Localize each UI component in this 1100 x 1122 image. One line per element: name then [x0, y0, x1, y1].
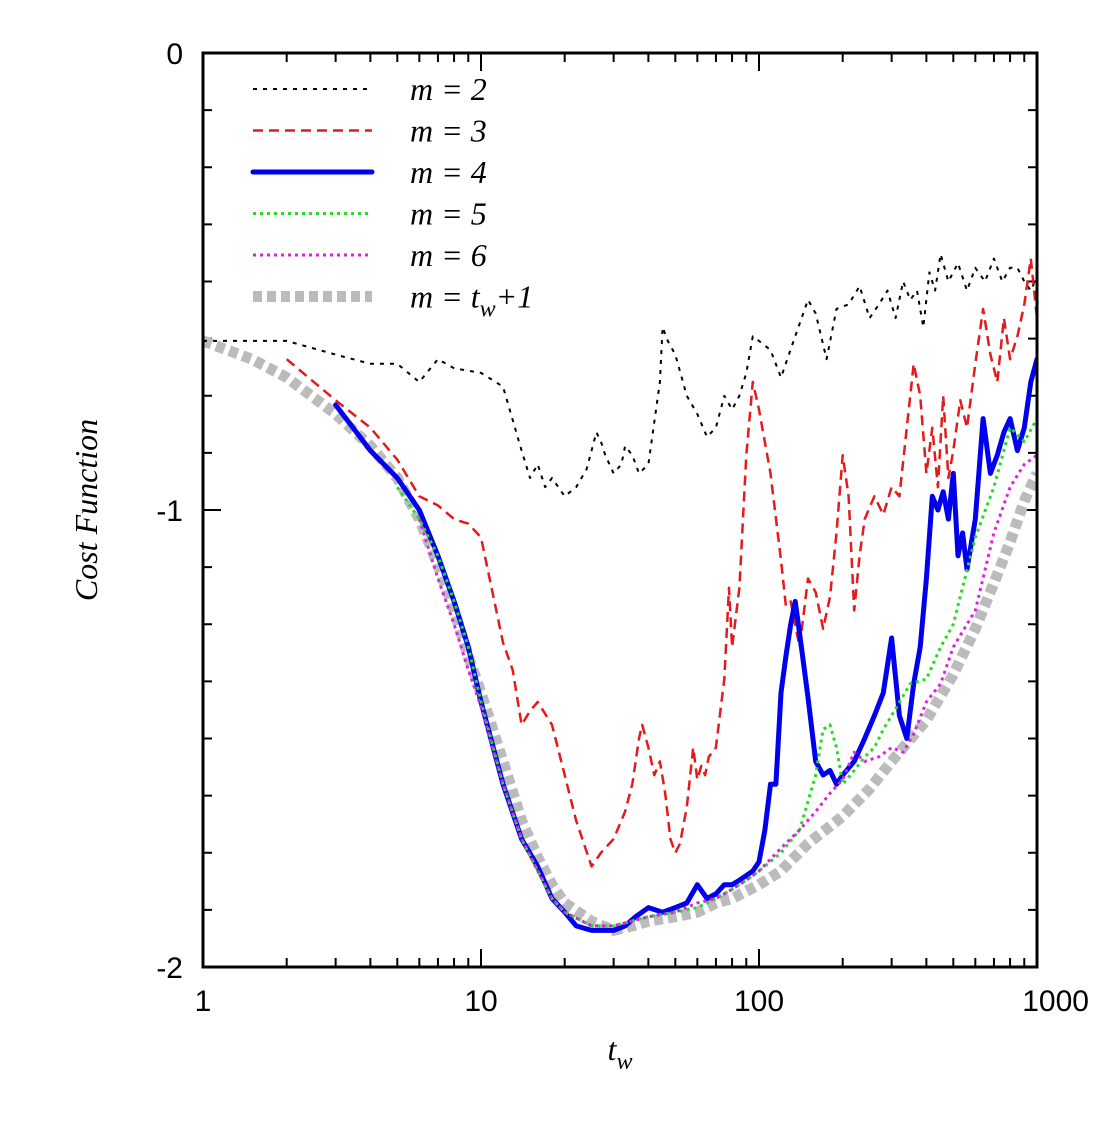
legend-label-main: m = 3: [410, 113, 487, 149]
x-tick-label: 100: [734, 985, 784, 1018]
x-axis-title: tw: [608, 1031, 633, 1075]
y-tick-label: 0: [166, 38, 183, 71]
plot-background: [203, 53, 1037, 967]
legend-label-2: m = 3: [410, 113, 487, 149]
series-line-2: [285, 257, 1037, 868]
legend-label-main: m = 4: [410, 154, 487, 190]
x-tick-label: 10: [464, 985, 497, 1018]
legend-label-5: m = 6: [410, 237, 487, 273]
tick-labels: 1 10 100 1000 0 -1 -2: [156, 38, 1089, 1018]
y-tick-label: -2: [156, 952, 183, 985]
legend-label-subscript: w: [480, 297, 496, 323]
legend-label-main: m = 6: [410, 237, 487, 273]
x-axis-title-subscript: w: [616, 1049, 632, 1075]
legend-label-4: m = 5: [410, 196, 487, 232]
legend-label-main: m = t: [410, 279, 481, 315]
plot-frame: [201, 51, 1039, 969]
x-tick-label: 1: [195, 985, 212, 1018]
x-tick-label: 1000: [1022, 985, 1089, 1018]
legend-label-main: m = 2: [410, 71, 487, 107]
legend-label-tail: +1: [496, 279, 534, 315]
legend: m = 2 m = 3 m = 4 m = 5 m = 6 m = tw+1: [250, 71, 533, 323]
legend-label-1: m = 2: [410, 71, 487, 107]
legend-label-6: m = tw+1: [410, 279, 533, 323]
y-tick-label: -1: [156, 495, 183, 528]
legend-label-main: m = 5: [410, 196, 487, 232]
x-axis-title-main: t: [608, 1031, 618, 1067]
series-line-4: [396, 417, 1037, 928]
y-axis-title: Cost Function: [68, 419, 104, 601]
series-group: [203, 253, 1037, 936]
series-line-5: [417, 453, 1037, 928]
legend-label-3: m = 4: [410, 154, 487, 190]
